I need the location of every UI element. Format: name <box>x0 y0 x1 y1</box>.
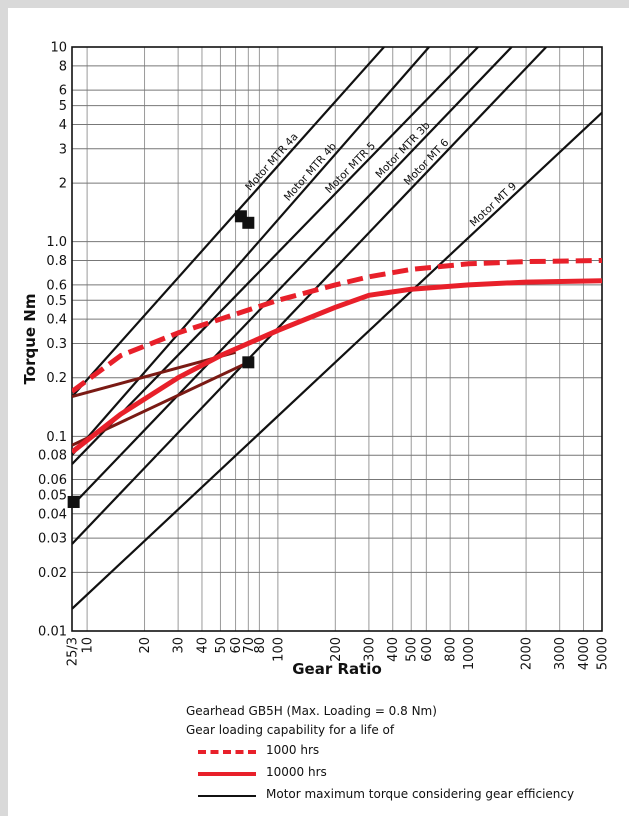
legend-swatch-motor <box>198 795 256 797</box>
x-tick-label-0: 25/3 <box>66 637 81 666</box>
plot-border <box>71 46 603 632</box>
motor-line-3 <box>72 47 513 507</box>
x-tick-label-16: 1000 <box>462 637 477 670</box>
gear-line-10000-hrs <box>72 278 602 455</box>
motor-line-4 <box>72 47 548 545</box>
motor-torque-lines <box>72 47 602 610</box>
y-tick-label-12: 0.3 <box>46 337 67 352</box>
y-tick-label-9: 0.6 <box>46 278 67 293</box>
y-tick-label-1: 8 <box>59 59 67 74</box>
y-axis-title: Torque Nm <box>21 294 39 385</box>
y-tick-label-19: 0.03 <box>38 532 67 547</box>
x-tick-label-6: 60 <box>229 637 244 654</box>
y-tick-label-10: 0.5 <box>46 294 67 309</box>
y-tick-label-11: 0.4 <box>46 313 67 328</box>
y-tick-label-7: 1.0 <box>46 235 67 250</box>
motor-line-2 <box>72 47 479 465</box>
legend-label-1000: 1000 hrs <box>266 743 320 757</box>
x-axis-title: Gear Ratio <box>292 660 382 678</box>
y-tick-label-13: 0.2 <box>46 371 67 386</box>
legend-label-10000: 10000 hrs <box>266 765 327 779</box>
y-tick-label-5: 3 <box>59 142 67 157</box>
x-tick-label-11: 300 <box>362 637 377 662</box>
legend-title-line1: Gearhead GB5H (Max. Loading = 0.8 Nm) <box>186 704 437 718</box>
x-tick-label-15: 800 <box>444 637 459 662</box>
x-tick-label-8: 80 <box>253 637 268 654</box>
x-tick-label-7: 70 <box>242 637 257 654</box>
x-tick-label-3: 30 <box>172 637 187 654</box>
plot-area <box>72 47 602 631</box>
x-tick-label-12: 400 <box>386 637 401 662</box>
y-tick-label-15: 0.08 <box>38 449 67 464</box>
y-tick-label-2: 6 <box>59 84 67 99</box>
y-tick-label-20: 0.02 <box>38 566 67 581</box>
x-tick-label-2: 20 <box>138 637 153 654</box>
x-tick-label-5: 50 <box>214 637 229 654</box>
y-tick-label-21: 0.01 <box>38 625 67 640</box>
grid-lines <box>71 46 603 632</box>
x-tick-label-14: 600 <box>420 637 435 662</box>
marker-2 <box>242 356 255 369</box>
y-tick-label-3: 5 <box>59 99 67 114</box>
marker-1 <box>242 216 255 229</box>
figure-panel: Motor MTR 4a Motor MTR 4b Motor MTR 5 Motor… <box>8 8 629 816</box>
x-tick-label-9: 100 <box>271 637 286 662</box>
y-tick-labels: 10 8 65 4 3 2 1.0 0.8 0.60.5 0.4 0.3 0.2 0.1 0.08 0.06… <box>38 41 67 640</box>
y-tick-label-18: 0.04 <box>38 507 67 522</box>
gear-capability-lines <box>72 258 602 455</box>
marker-triangles <box>67 210 255 508</box>
gear-line-1000-hrs <box>72 258 602 394</box>
x-tick-label-18: 3000 <box>553 637 568 670</box>
y-tick-label-8: 0.8 <box>46 254 67 269</box>
y-tick-label-0: 10 <box>50 41 67 56</box>
x-tick-label-4: 40 <box>195 637 210 654</box>
legend-swatch-1000 <box>198 750 256 754</box>
x-tick-label-13: 500 <box>405 637 420 662</box>
y-tick-label-6: 2 <box>59 177 67 192</box>
y-tick-label-17: 0.05 <box>38 488 67 503</box>
legend-title-line2: Gear loading capability for a life of <box>186 723 395 737</box>
legend-swatch-10000 <box>198 772 256 776</box>
x-tick-label-20: 5000 <box>596 637 611 670</box>
y-tick-label-4: 4 <box>59 118 67 133</box>
x-tick-label-10: 200 <box>329 637 344 662</box>
marker-3 <box>67 495 80 508</box>
x-tick-label-19: 4000 <box>577 637 592 670</box>
motor-line-5 <box>72 111 602 610</box>
legend-label-motor: Motor maximum torque considering gear ef… <box>266 787 575 801</box>
x-tick-label-1: 10 <box>81 637 96 654</box>
x-tick-label-17: 2000 <box>520 637 535 670</box>
motor-line-1 <box>72 47 430 456</box>
motor-line-0 <box>72 47 385 398</box>
y-tick-label-16: 0.06 <box>38 473 67 488</box>
y-tick-label-14: 0.1 <box>46 430 67 445</box>
